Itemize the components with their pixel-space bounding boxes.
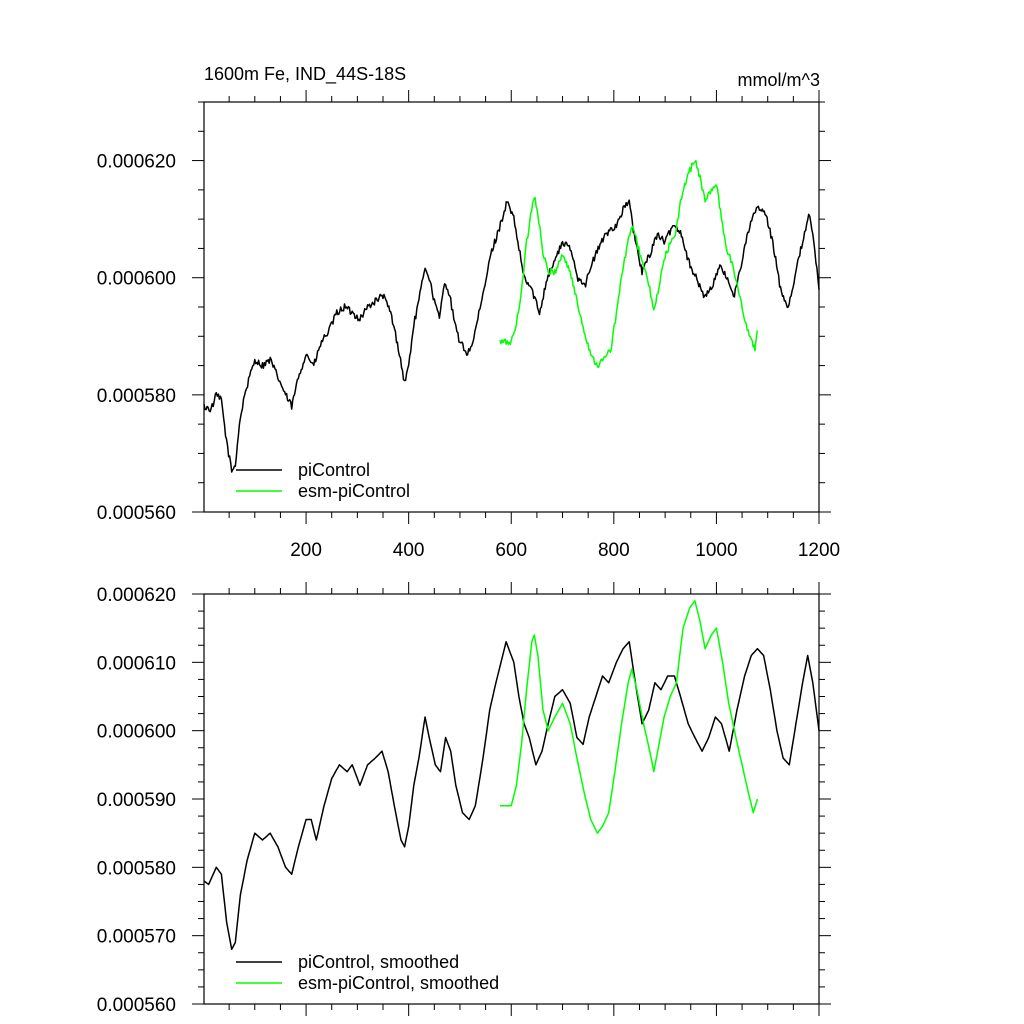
top-series-esm-picontrol (499, 159, 759, 369)
bottom-panel-series (203, 600, 820, 951)
legend-label-picontrol: piControl (298, 460, 370, 480)
bottom-ytick-label: 0.000590 (97, 790, 176, 811)
top-panel-ticks: 200 400 600 800 1000 1200 0.000560 0.000580 0.00… (97, 90, 840, 561)
bottom-ytick-label: 0.000620 (97, 585, 176, 606)
top-series-picontrol (203, 199, 820, 473)
top-xtick-label: 1200 (798, 540, 840, 561)
top-panel-frame (203, 101, 820, 513)
bottom-ytick-label: 0.000570 (97, 927, 176, 948)
top-ytick-label: 0.000560 (97, 503, 176, 524)
top-ytick-label: 0.000600 (97, 269, 176, 290)
bottom-ytick-label: 0.000600 (97, 722, 176, 743)
legend-label-esm-picontrol-smoothed: esm-piControl, smoothed (298, 973, 499, 993)
bottom-panel-legend: piControl, smoothed esm-piControl, smoot… (236, 952, 499, 993)
top-panel-legend: piControl esm-piControl (236, 460, 410, 501)
top-panel-title: 1600m Fe, IND_44S-18S (204, 64, 406, 85)
top-xtick-label: 200 (290, 540, 322, 561)
top-ytick-label: 0.000620 (97, 152, 176, 173)
bottom-ytick-label: 0.000610 (97, 653, 176, 674)
legend-label-esm-picontrol: esm-piControl (298, 481, 410, 501)
bottom-series-esm-picontrol-smoothed (500, 600, 759, 834)
bottom-panel-ticks: 0.000560 0.000570 0.000580 0.000590 0.000600… (97, 582, 831, 1016)
top-xtick-label: 600 (495, 540, 527, 561)
top-xtick-label: 1000 (695, 540, 737, 561)
legend-label-picontrol-smoothed: piControl, smoothed (298, 952, 459, 972)
top-panel-series (203, 159, 820, 473)
bottom-series-picontrol-smoothed (203, 641, 820, 951)
top-ytick-label: 0.000580 (97, 386, 176, 407)
bottom-panel: 0.000560 0.000570 0.000580 0.000590 0.000600… (97, 582, 831, 1016)
top-panel: 1600m Fe, IND_44S-18S mmol/m^3 200 400 600… (97, 64, 840, 561)
bottom-ytick-label: 0.000560 (97, 995, 176, 1016)
bottom-panel-frame (203, 593, 820, 1005)
top-xtick-label: 400 (393, 540, 425, 561)
top-xtick-label: 800 (598, 540, 630, 561)
bottom-ytick-label: 0.000580 (97, 858, 176, 879)
top-panel-units: mmol/m^3 (738, 70, 820, 90)
